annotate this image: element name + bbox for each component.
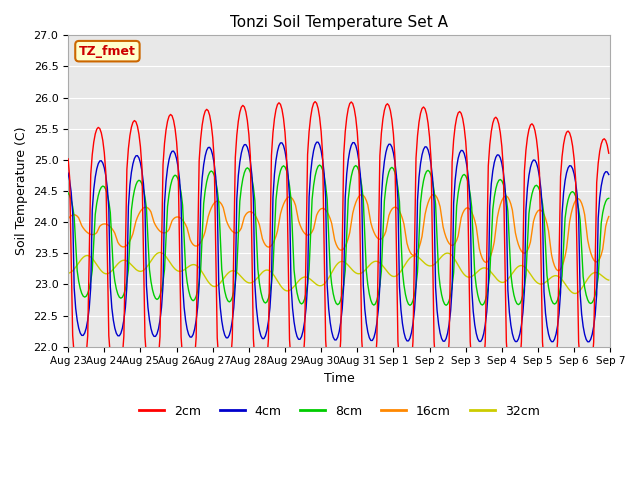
Legend: 2cm, 4cm, 8cm, 16cm, 32cm: 2cm, 4cm, 8cm, 16cm, 32cm [134, 400, 545, 423]
Y-axis label: Soil Temperature (C): Soil Temperature (C) [15, 127, 28, 255]
X-axis label: Time: Time [324, 372, 355, 385]
Title: Tonzi Soil Temperature Set A: Tonzi Soil Temperature Set A [230, 15, 448, 30]
Text: TZ_fmet: TZ_fmet [79, 45, 136, 58]
